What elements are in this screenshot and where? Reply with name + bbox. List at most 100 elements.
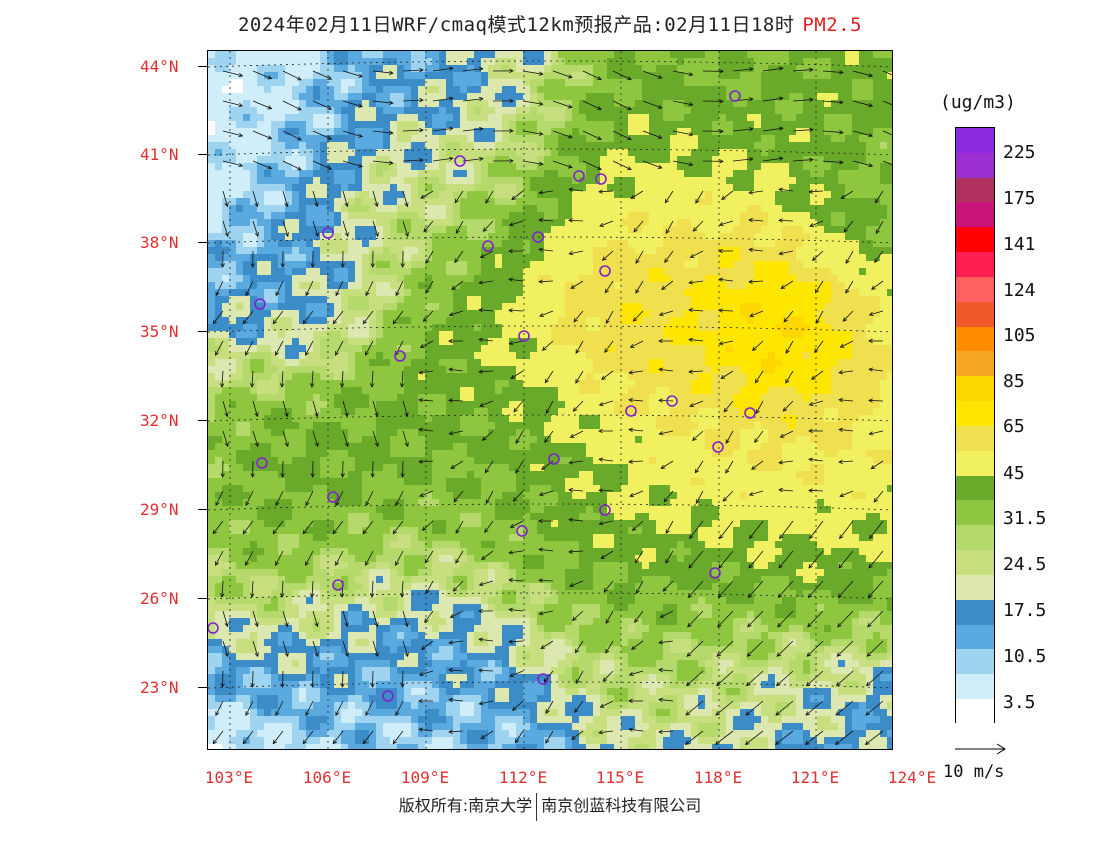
concentration-cell <box>740 58 747 65</box>
concentration-cell <box>474 233 481 240</box>
concentration-cell <box>481 114 488 121</box>
concentration-cell <box>348 289 355 296</box>
concentration-cell <box>831 352 838 359</box>
concentration-cell <box>432 310 439 317</box>
concentration-cell <box>369 93 376 100</box>
concentration-cell <box>859 142 866 149</box>
concentration-cell <box>390 387 397 394</box>
concentration-cell <box>299 121 306 128</box>
concentration-cell <box>628 177 635 184</box>
concentration-cell <box>824 135 831 142</box>
concentration-cell <box>824 401 831 408</box>
concentration-cell <box>670 324 677 331</box>
concentration-cell <box>523 324 530 331</box>
concentration-cell <box>586 177 593 184</box>
concentration-cell <box>334 254 341 261</box>
concentration-cell <box>698 345 705 352</box>
concentration-cell <box>327 198 334 205</box>
concentration-cell <box>761 254 768 261</box>
concentration-cell <box>369 317 376 324</box>
concentration-cell <box>761 296 768 303</box>
concentration-cell <box>649 338 656 345</box>
concentration-cell <box>355 58 362 65</box>
concentration-cell <box>607 387 614 394</box>
concentration-cell <box>411 212 418 219</box>
concentration-cell <box>810 310 817 317</box>
concentration-cell <box>299 380 306 387</box>
concentration-cell <box>565 198 572 205</box>
concentration-cell <box>586 100 593 107</box>
concentration-cell <box>670 114 677 121</box>
concentration-cell <box>271 51 278 58</box>
concentration-cell <box>397 156 404 163</box>
concentration-cell <box>775 156 782 163</box>
concentration-cell <box>523 247 530 254</box>
concentration-cell <box>852 233 859 240</box>
concentration-cell <box>726 86 733 93</box>
concentration-cell <box>516 107 523 114</box>
concentration-cell <box>782 331 789 338</box>
concentration-cell <box>439 170 446 177</box>
concentration-cell <box>782 51 789 58</box>
concentration-cell <box>215 170 222 177</box>
concentration-cell <box>586 156 593 163</box>
concentration-cell <box>453 338 460 345</box>
concentration-cell <box>754 387 761 394</box>
concentration-cell <box>789 331 796 338</box>
concentration-cell <box>208 254 215 261</box>
concentration-cell <box>726 247 733 254</box>
concentration-cell <box>292 184 299 191</box>
concentration-cell <box>670 219 677 226</box>
concentration-cell <box>229 58 236 65</box>
concentration-cell <box>243 352 250 359</box>
concentration-cell <box>628 345 635 352</box>
concentration-cell <box>481 100 488 107</box>
concentration-cell <box>558 240 565 247</box>
concentration-cell <box>621 352 628 359</box>
concentration-cell <box>236 296 243 303</box>
concentration-cell <box>369 387 376 394</box>
concentration-cell <box>586 352 593 359</box>
concentration-cell <box>250 275 257 282</box>
concentration-cell <box>250 149 257 156</box>
concentration-cell <box>215 121 222 128</box>
concentration-cell <box>719 387 726 394</box>
concentration-cell <box>453 219 460 226</box>
concentration-cell <box>250 121 257 128</box>
concentration-cell <box>236 401 243 408</box>
concentration-cell <box>446 380 453 387</box>
concentration-cell <box>873 121 880 128</box>
concentration-cell <box>740 275 747 282</box>
concentration-cell <box>880 254 887 261</box>
concentration-cell <box>558 191 565 198</box>
concentration-cell <box>768 100 775 107</box>
concentration-cell <box>796 156 803 163</box>
concentration-cell <box>600 359 607 366</box>
concentration-cell <box>600 268 607 275</box>
concentration-cell <box>453 205 460 212</box>
concentration-cell <box>418 114 425 121</box>
concentration-cell <box>404 191 411 198</box>
concentration-cell <box>712 282 719 289</box>
concentration-cell <box>614 380 621 387</box>
concentration-cell <box>313 107 320 114</box>
concentration-cell <box>628 380 635 387</box>
concentration-cell <box>264 310 271 317</box>
concentration-cell <box>306 233 313 240</box>
concentration-cell <box>537 296 544 303</box>
concentration-cell <box>691 359 698 366</box>
concentration-cell <box>684 303 691 310</box>
concentration-cell <box>614 240 621 247</box>
concentration-cell <box>845 177 852 184</box>
concentration-cell <box>446 226 453 233</box>
concentration-cell <box>782 401 789 408</box>
concentration-cell <box>320 212 327 219</box>
concentration-cell <box>397 142 404 149</box>
concentration-cell <box>565 107 572 114</box>
concentration-cell <box>607 135 614 142</box>
concentration-cell <box>768 338 775 345</box>
concentration-cell <box>411 177 418 184</box>
concentration-cell <box>348 401 355 408</box>
concentration-cell <box>313 359 320 366</box>
concentration-cell <box>845 366 852 373</box>
